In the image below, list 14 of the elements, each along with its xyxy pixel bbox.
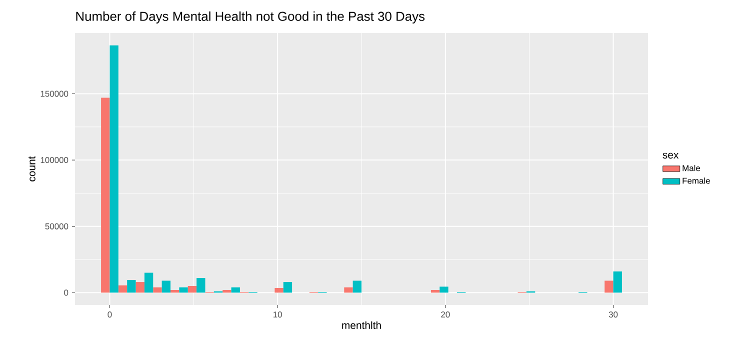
y-tick-label: 150000 xyxy=(40,90,68,97)
x-tick-label: 0 xyxy=(108,312,112,318)
legend-label: Male xyxy=(682,164,700,172)
legend-title: sex xyxy=(662,152,679,159)
chart-title: Number of Days Mental Health not Good in the Past 30 Days xyxy=(76,11,425,24)
x-tick-label: 10 xyxy=(274,312,282,318)
y-tick-label: 100000 xyxy=(40,157,68,164)
y-tick-label: 0 xyxy=(64,290,68,296)
x-tick-label: 30 xyxy=(608,312,618,318)
x-tick-label: 20 xyxy=(441,312,450,318)
y-axis-title: count xyxy=(28,156,36,182)
y-tick-label: 50000 xyxy=(45,223,68,230)
x-axis-title: menthlth xyxy=(342,321,381,330)
legend-label: Female xyxy=(682,178,710,184)
